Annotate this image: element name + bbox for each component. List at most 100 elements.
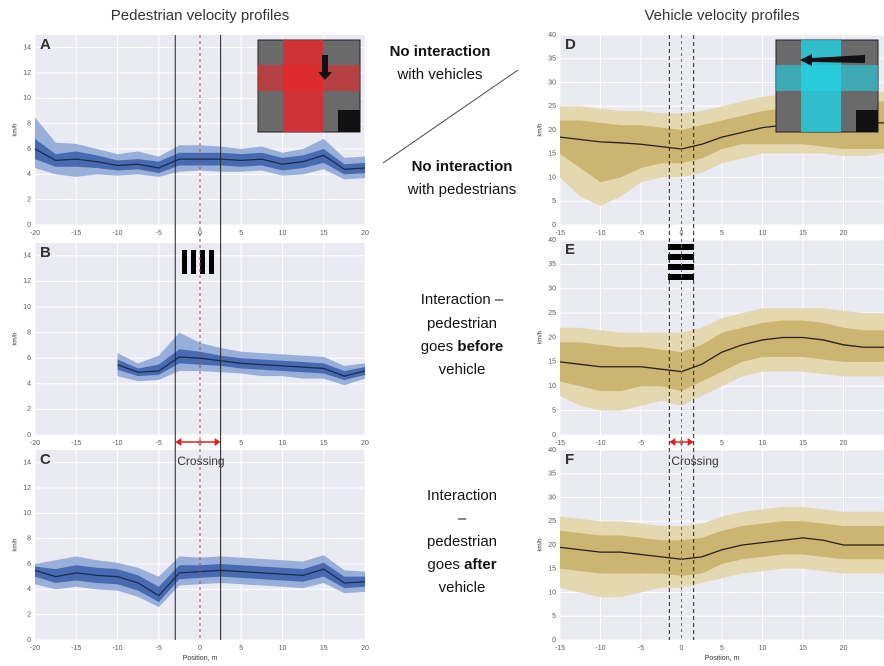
x-tick-label: -20 [30,645,40,652]
y-tick-label: 2 [27,612,31,619]
x-tick-label: -10 [595,230,605,237]
crossing-label: Crossing [671,454,718,468]
note-line: No interaction [390,43,491,60]
y-tick-label: 20 [548,127,556,134]
note-line: Interaction – [421,291,504,308]
y-tick-label: 14 [23,253,31,260]
y-tick-label: 40 [548,447,556,454]
y-tick-label: 15 [548,566,556,573]
note-text: with vehicles [396,66,482,83]
y-tick-label: 2 [27,406,31,413]
crossing-label: Crossing [177,454,224,468]
y-tick-label: 5 [552,407,556,414]
note-text: goes [421,338,458,355]
crosswalk-stripe [182,250,187,274]
note-line: – [458,510,467,527]
y-tick-label: 10 [548,589,556,596]
x-tick-label: 20 [361,230,369,237]
column-title: Vehicle velocity profiles [644,7,799,24]
y-tick-label: 35 [548,471,556,478]
x-tick-label: -10 [595,440,605,447]
x-tick-label: -5 [638,645,644,652]
x-tick-label: -15 [555,645,565,652]
y-axis-label: km/h [13,332,19,345]
x-tick-label: 20 [361,645,369,652]
x-tick-label: 15 [320,440,328,447]
note-line: vehicle [439,361,486,378]
y-tick-label: 6 [27,146,31,153]
panel-label: C [40,451,51,468]
note-line: pedestrian [427,315,497,332]
y-tick-label: 20 [548,542,556,549]
x-tick-label: 10 [279,645,287,652]
y-axis-label: km/h [538,538,544,551]
panel-label: D [565,36,576,53]
panel-label: F [565,451,574,468]
crosswalk-stripe [200,250,205,274]
x-tick-label: -5 [638,230,644,237]
y-tick-label: 10 [548,383,556,390]
note-line: Interaction [427,487,497,504]
note-text: pedestrian [427,315,497,332]
y-tick-label: 35 [548,56,556,63]
note-text: Interaction – [421,291,504,308]
y-tick-label: 20 [548,334,556,341]
x-tick-label: 10 [759,230,767,237]
x-tick-label: 0 [680,645,684,652]
x-tick-label: -5 [638,440,644,447]
y-axis-label: km/h [13,123,19,136]
y-tick-label: 30 [548,79,556,86]
y-tick-label: 10 [23,510,31,517]
x-tick-label: 15 [799,440,807,447]
x-tick-label: 10 [279,440,287,447]
x-tick-label: -10 [112,645,122,652]
note-line: with pedestrians [407,181,516,198]
y-tick-label: 0 [552,432,556,439]
y-tick-label: 12 [23,278,31,285]
x-tick-label: 20 [361,440,369,447]
x-tick-label: 5 [239,230,243,237]
y-tick-label: 4 [27,381,31,388]
x-tick-label: 0 [198,645,202,652]
y-tick-label: 6 [27,561,31,568]
x-tick-label: 15 [799,230,807,237]
x-tick-label: -10 [112,440,122,447]
note-text: goes [427,556,464,573]
x-tick-label: 15 [799,645,807,652]
divider [383,70,518,163]
y-tick-label: 12 [23,485,31,492]
y-tick-label: 4 [27,586,31,593]
x-tick-label: -10 [112,230,122,237]
y-tick-label: 2 [27,197,31,204]
y-tick-label: 35 [548,261,556,268]
y-tick-label: 40 [548,237,556,244]
figure: Pedestrian velocity profiles Vehicle vel… [0,0,884,666]
inset-corner [338,110,360,132]
y-tick-label: 0 [552,637,556,644]
x-tick-label: -5 [156,230,162,237]
inset-road [776,65,878,91]
note-line: goes after [427,556,496,573]
crosswalk-stripe [191,250,196,274]
y-tick-label: 25 [548,310,556,317]
y-tick-label: 0 [552,222,556,229]
y-tick-label: 25 [548,103,556,110]
panel-label: B [40,244,51,261]
x-tick-label: 10 [279,230,287,237]
x-tick-label: 5 [720,440,724,447]
y-tick-label: 0 [27,637,31,644]
note-line: vehicle [439,579,486,596]
y-tick-label: 40 [548,32,556,39]
column-title: Pedestrian velocity profiles [111,7,289,24]
note-text: – [458,510,467,527]
inset-road [258,65,360,91]
x-tick-label: -15 [71,645,81,652]
y-tick-label: 25 [548,518,556,525]
note-text: after [464,556,497,573]
y-tick-label: 10 [23,95,31,102]
note-text: No interaction [390,43,491,60]
note-line: No interaction [412,158,513,175]
panel-label: E [565,241,575,258]
x-tick-label: -15 [71,230,81,237]
x-tick-label: 5 [720,645,724,652]
